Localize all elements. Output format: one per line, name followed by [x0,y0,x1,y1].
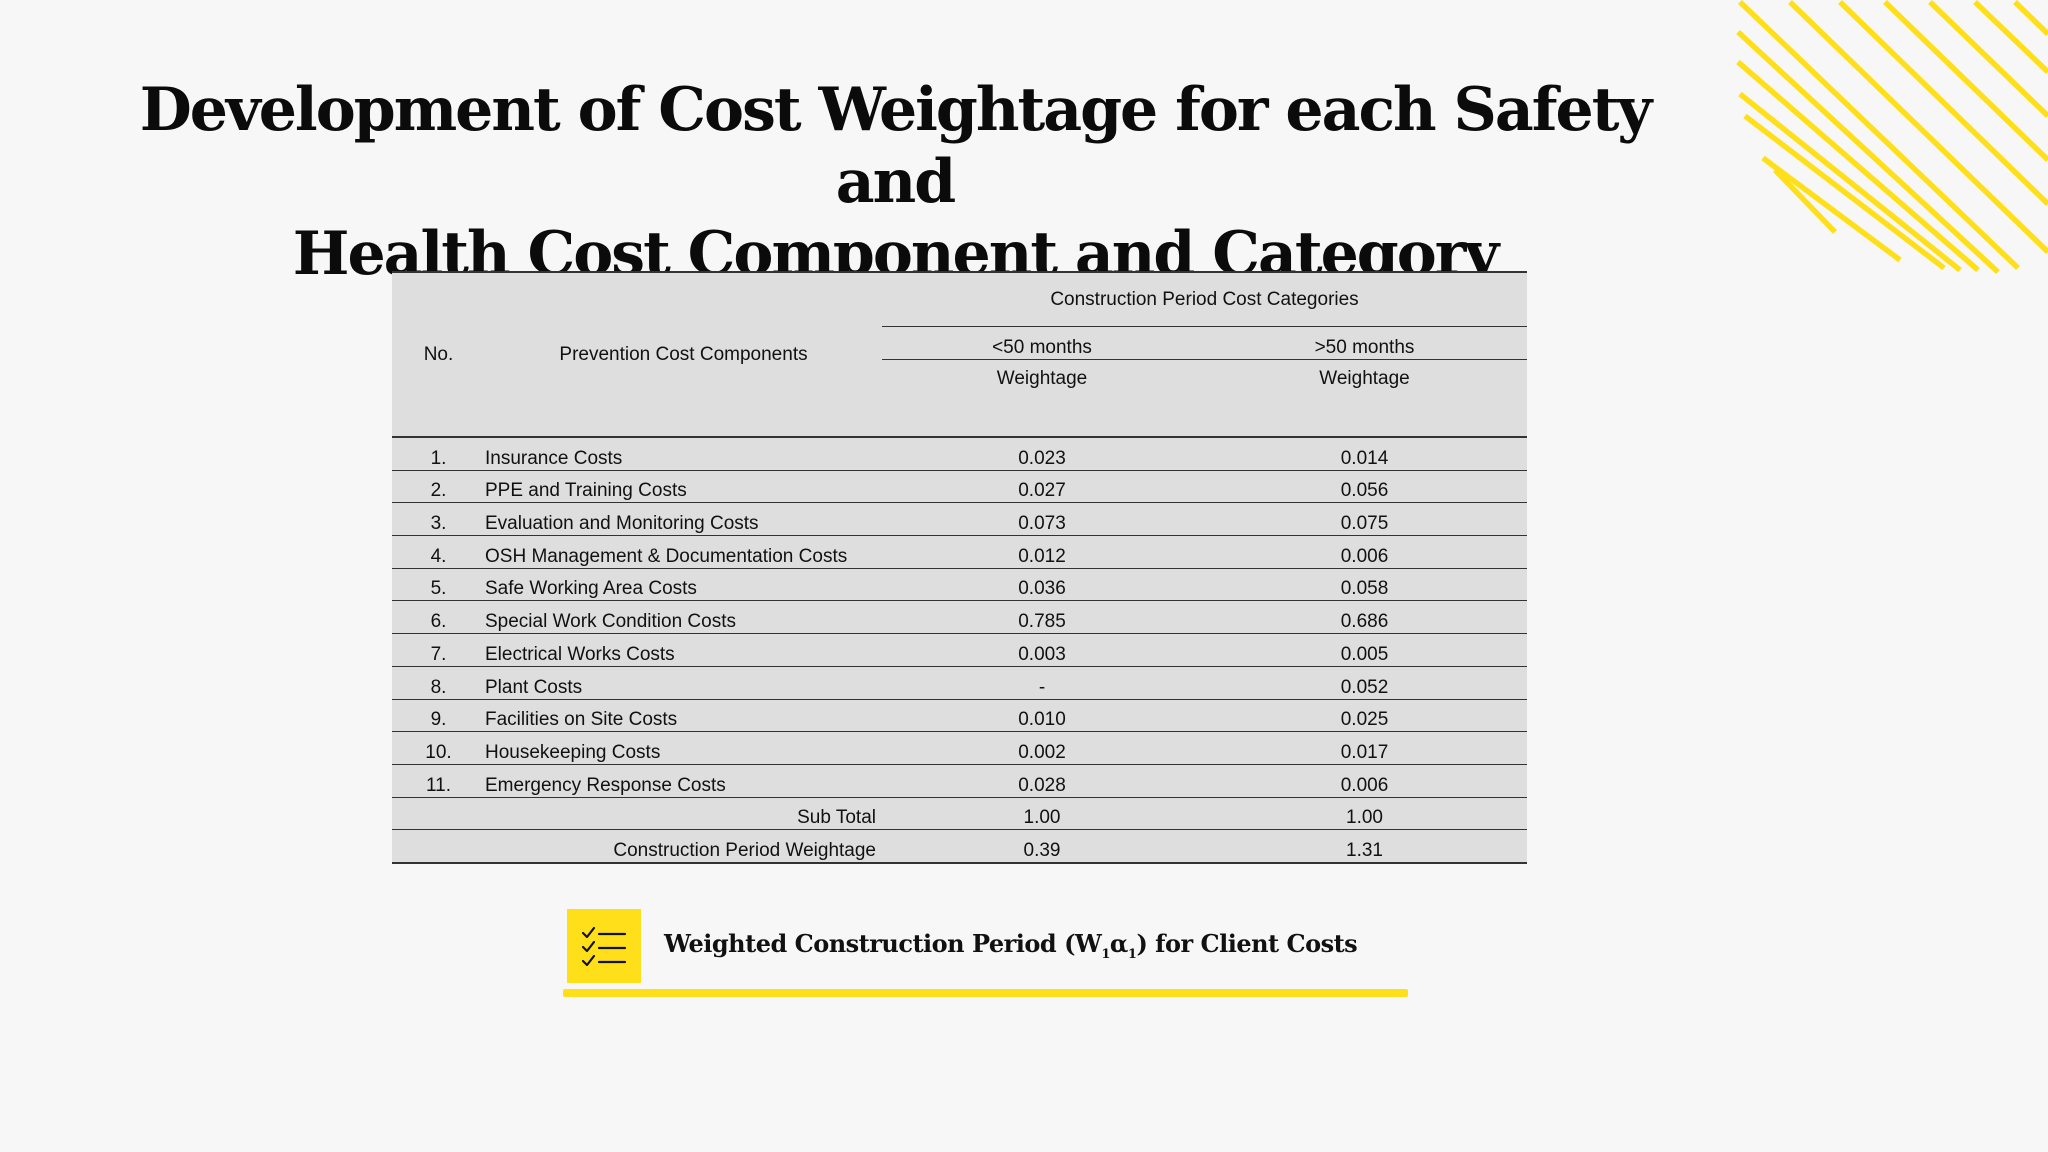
row-component: Insurance Costs [485,435,882,471]
row-component: Plant Costs [485,665,882,699]
row-no: 2. [392,469,485,503]
subtotal-label: Sub Total [392,796,882,830]
table-row: 10. Housekeeping Costs 0.002 0.017 [392,731,1527,765]
period-weightage-label: Construction Period Weightage [392,829,882,864]
row-component: PPE and Training Costs [485,469,882,503]
row-weight-gt: 0.017 [1202,731,1527,765]
row-weight-lt: 0.002 [882,731,1202,765]
subtotal-lt: 1.00 [882,796,1202,830]
row-weight-lt: 0.036 [882,567,1202,601]
table-row: 5. Safe Working Area Costs 0.036 0.058 [392,567,1527,601]
period-weightage-row: Construction Period Weightage 0.39 1.31 [392,829,1527,864]
title-line-1: Development of Cost Weightage for each S… [139,75,1653,217]
banner-text-after: ) for Client Costs [1136,929,1358,958]
row-weight-gt: 0.056 [1202,469,1527,503]
row-weight-gt: 0.058 [1202,567,1527,601]
subtotal-gt: 1.00 [1202,796,1527,830]
row-weight-gt: 0.025 [1202,698,1527,732]
table-row: 6. Special Work Condition Costs 0.785 0.686 [392,600,1527,634]
row-component: Emergency Response Costs [485,763,882,798]
row-weight-lt: 0.028 [882,763,1202,798]
row-weight-lt: - [882,665,1202,699]
row-no: 5. [392,567,485,601]
row-weight-lt: 0.027 [882,469,1202,503]
checklist-icon [567,909,641,983]
row-weight-lt: 0.073 [882,502,1202,536]
row-component: Evaluation and Monitoring Costs [485,502,882,536]
row-no: 8. [392,665,485,699]
row-weight-lt: 0.003 [882,633,1202,667]
row-no: 9. [392,698,485,732]
banner-text: Weighted Construction Period (W1α1) for … [664,929,1358,962]
row-weight-gt: 0.006 [1202,535,1527,569]
row-weight-gt: 0.014 [1202,435,1527,471]
row-weight-gt: 0.075 [1202,502,1527,536]
row-component: Special Work Condition Costs [485,600,882,634]
header-weightage-lt: Weightage [996,368,1088,389]
period-weightage-lt: 0.39 [882,829,1202,864]
page-title: Development of Cost Weightage for each S… [100,74,1690,290]
table-row: 3. Evaluation and Monitoring Costs 0.073 0.… [392,502,1527,536]
row-no: 6. [392,600,485,634]
banner-sub-1: 1 [1101,946,1110,962]
row-weight-gt: 0.005 [1202,633,1527,667]
table-row: 8. Plant Costs -0.052 [392,665,1527,699]
cost-weightage-table-container: No. Prevention Cost Components Construct… [392,271,1527,864]
banner-text-before: Weighted Construction Period (W [664,929,1102,958]
row-no: 1. [392,435,485,471]
cost-weightage-table: No. Prevention Cost Components Construct… [392,271,1527,864]
row-component: Electrical Works Costs [485,633,882,667]
table-row: 2. PPE and Training Costs 0.027 0.056 [392,469,1527,503]
row-component: OSH Management & Documentation Costs [485,535,882,569]
table-row: 7. Electrical Works Costs 0.003 0.005 [392,633,1527,667]
header-weightage-gt: Weightage [1319,368,1410,389]
row-weight-lt: 0.023 [882,435,1202,471]
banner-sub-2: 1 [1127,946,1137,962]
weighted-period-banner: Weighted Construction Period (W1α1) for … [563,907,1408,999]
subtotal-row: Sub Total 1.00 1.00 [392,796,1527,830]
row-weight-lt: 0.010 [882,698,1202,732]
row-component: Housekeeping Costs [485,731,882,765]
row-weight-gt: 0.006 [1202,763,1527,798]
header-category-group: Construction Period Cost Categories [882,271,1527,327]
header-components: Prevention Cost Components [485,271,882,437]
row-no: 10. [392,731,485,765]
row-no: 3. [392,502,485,536]
row-weight-gt: 0.686 [1202,600,1527,634]
table-row: 4. OSH Management & Documentation Costs 0.… [392,535,1527,569]
banner-greek: α [1109,929,1128,958]
row-weight-gt: 0.052 [1202,665,1527,699]
table-row: 9. Facilities on Site Costs 0.010 0.025 [392,698,1527,732]
header-no: No. [392,271,485,437]
period-weightage-gt: 1.31 [1202,829,1527,864]
table-row: 11. Emergency Response Costs 0.028 0.006 [392,763,1527,798]
table-row: 1. Insurance Costs 0.023 0.014 [392,435,1527,471]
row-weight-lt: 0.785 [882,600,1202,634]
row-no: 11. [392,763,485,798]
row-component: Safe Working Area Costs [485,567,882,601]
row-no: 7. [392,633,485,667]
row-component: Facilities on Site Costs [485,698,882,732]
banner-underline [563,989,1408,997]
row-weight-lt: 0.012 [882,535,1202,569]
header-period-lt-50: <50 months [882,326,1202,360]
header-period-gt-50: >50 months [1202,326,1527,360]
row-no: 4. [392,535,485,569]
